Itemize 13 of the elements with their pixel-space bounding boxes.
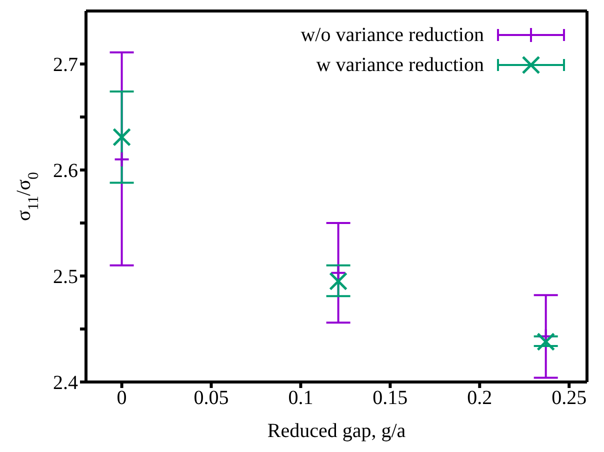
y-tick-label: 2.6 <box>53 160 78 182</box>
x-tick-label: 0.25 <box>552 387 587 410</box>
x-tick-label: 0 <box>116 387 127 410</box>
x-tick-label: 0.1 <box>288 387 314 410</box>
y-tick-label: 2.4 <box>53 372 78 394</box>
x-tick-label: 0.2 <box>467 387 492 410</box>
x-tick-label: 0.15 <box>372 387 408 410</box>
x-axis-title: Reduced gap, g/a <box>267 420 406 442</box>
y-tick-label: 2.7 <box>53 54 78 76</box>
x-tick-label: 0.05 <box>194 387 229 410</box>
legend-label: w variance reduction <box>316 53 484 78</box>
legend-label: w/o variance reduction <box>300 23 484 48</box>
y-tick-label: 2.5 <box>53 266 78 288</box>
